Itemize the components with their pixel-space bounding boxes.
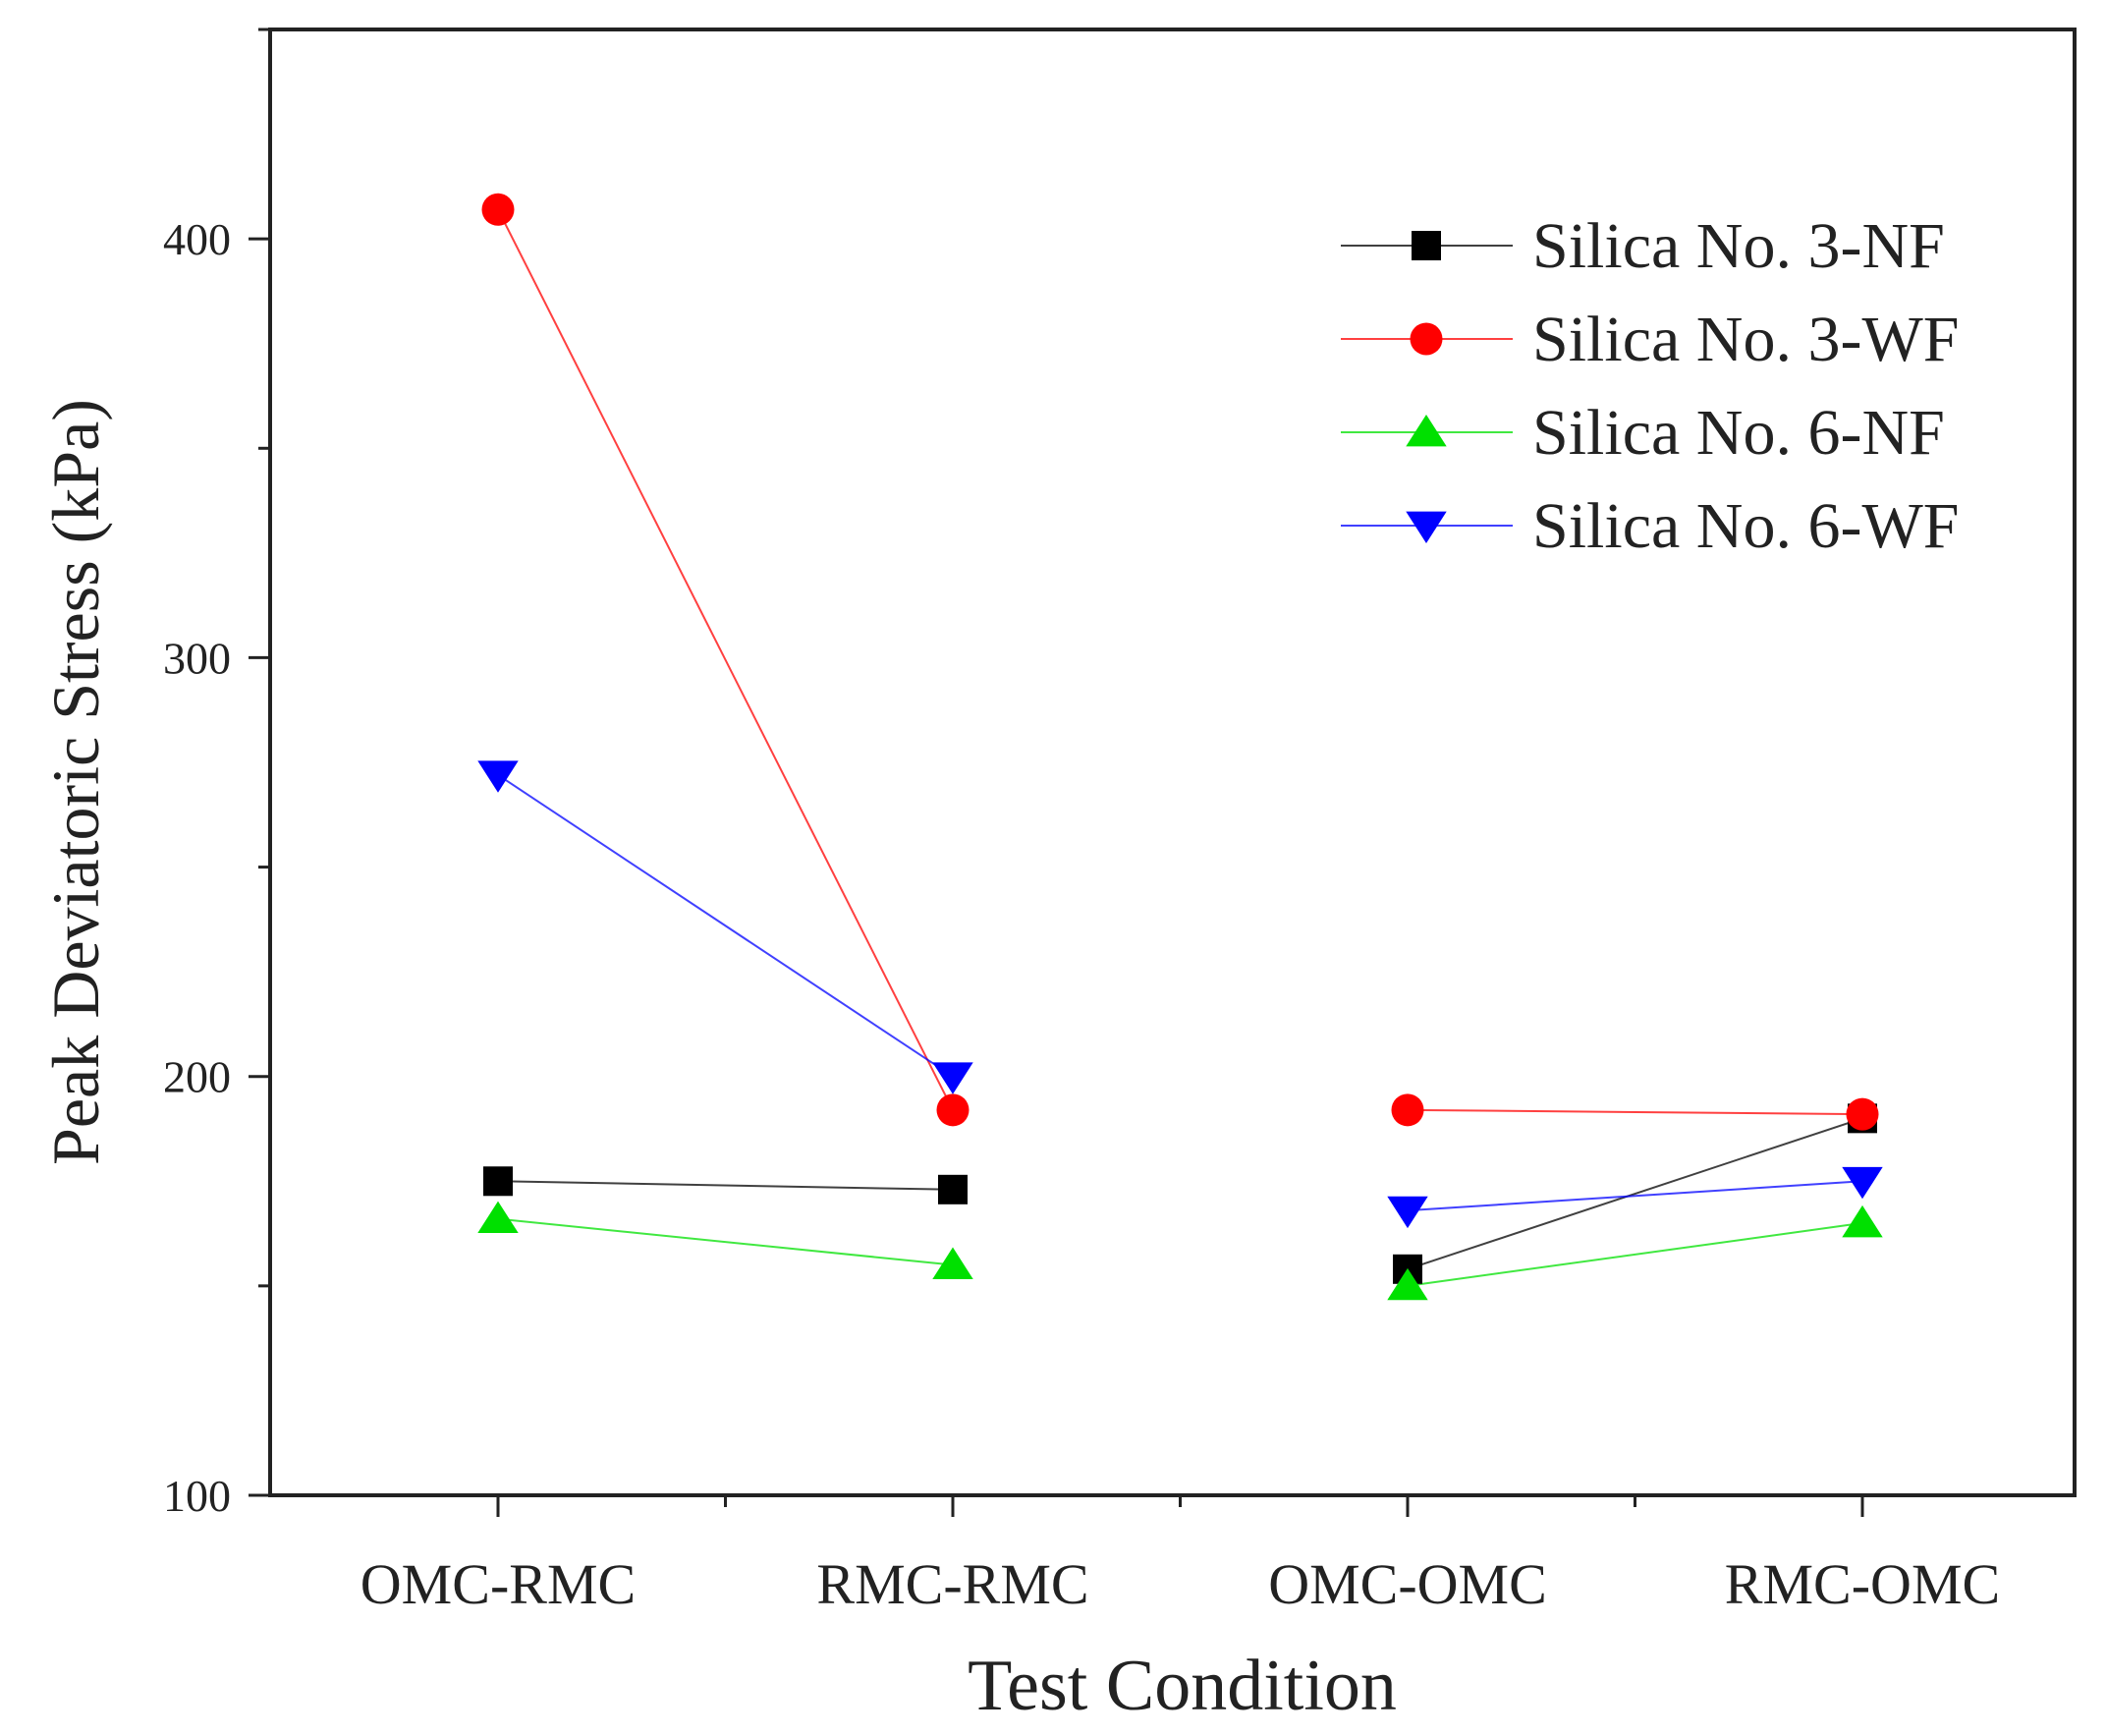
- data-point: [1387, 1267, 1428, 1301]
- plot-border: [268, 28, 2077, 1497]
- data-point: [938, 1174, 968, 1204]
- series-silica-no-6-wf: [497, 773, 1863, 1212]
- data-point: [1846, 1097, 1879, 1131]
- legend-label: Silica No. 3-WF: [1532, 304, 1959, 375]
- series-silica-no-6-nf: [497, 1217, 1863, 1287]
- series-layer: [477, 193, 1883, 1301]
- series-line: [497, 773, 954, 1078]
- x-tick-label: OMC-OMC: [1268, 1552, 1547, 1616]
- series-line: [1407, 1117, 1863, 1270]
- x-axis-title: Test Condition: [968, 1646, 1397, 1726]
- y-axis-title: Peak Deviatoric Stress (kPa): [38, 399, 113, 1165]
- markers-silica-no-6-wf: [477, 760, 1883, 1229]
- markers-silica-no-3-nf: [483, 1103, 1877, 1284]
- axis-layer: 100 200 300 400 OMC-RMC RMC-RMC OMC-OMC RMC-OMC…: [38, 28, 2000, 1726]
- series-line: [1407, 1221, 1863, 1287]
- x-tick-label: RMC-OMC: [1725, 1552, 2000, 1616]
- markers-silica-no-3-wf: [481, 193, 1879, 1131]
- y-tick-label: 400: [163, 214, 231, 264]
- legend-marker: [1406, 511, 1447, 543]
- data-point: [1842, 1204, 1883, 1238]
- legend-marker: [1412, 231, 1441, 260]
- data-point: [481, 193, 515, 226]
- data-point: [932, 1247, 973, 1279]
- series-line: [1407, 1108, 1863, 1116]
- data-point: [1391, 1093, 1424, 1127]
- series-silica-no-3-nf: [497, 1117, 1863, 1270]
- series-line: [497, 208, 954, 1111]
- data-point: [1842, 1166, 1883, 1200]
- markers-silica-no-6-nf: [477, 1201, 1883, 1301]
- data-point: [477, 1201, 519, 1234]
- x-tick-label: RMC-RMC: [816, 1552, 1088, 1616]
- data-point: [1387, 1196, 1428, 1229]
- series-line: [1407, 1180, 1863, 1212]
- data-point: [936, 1093, 970, 1127]
- plot-frame: [268, 28, 2077, 1497]
- data-point: [483, 1166, 513, 1197]
- series-line: [497, 1180, 954, 1191]
- legend-label: Silica No. 6-WF: [1532, 490, 1959, 562]
- x-tick-label: OMC-RMC: [360, 1552, 636, 1616]
- y-tick-label: 200: [163, 1052, 231, 1102]
- legend-item: Silica No. 3-WF: [1341, 304, 1959, 375]
- legend-marker: [1406, 415, 1447, 447]
- series-silica-no-3-wf: [497, 208, 1863, 1116]
- legend-item: Silica No. 6-WF: [1341, 490, 1959, 562]
- y-tick-label: 100: [163, 1471, 231, 1521]
- legend-label: Silica No. 6-NF: [1532, 397, 1945, 469]
- legend-item: Silica No. 6-NF: [1341, 397, 1945, 469]
- legend-marker: [1410, 322, 1443, 356]
- legend: Silica No. 3-NF Silica No. 3-WF Silica No.…: [1341, 210, 1959, 562]
- data-point: [932, 1062, 973, 1094]
- data-point: [477, 760, 519, 793]
- series-line: [497, 1217, 954, 1266]
- legend-item: Silica No. 3-NF: [1341, 210, 1945, 282]
- y-tick-label: 300: [163, 633, 231, 683]
- legend-label: Silica No. 3-NF: [1532, 210, 1945, 282]
